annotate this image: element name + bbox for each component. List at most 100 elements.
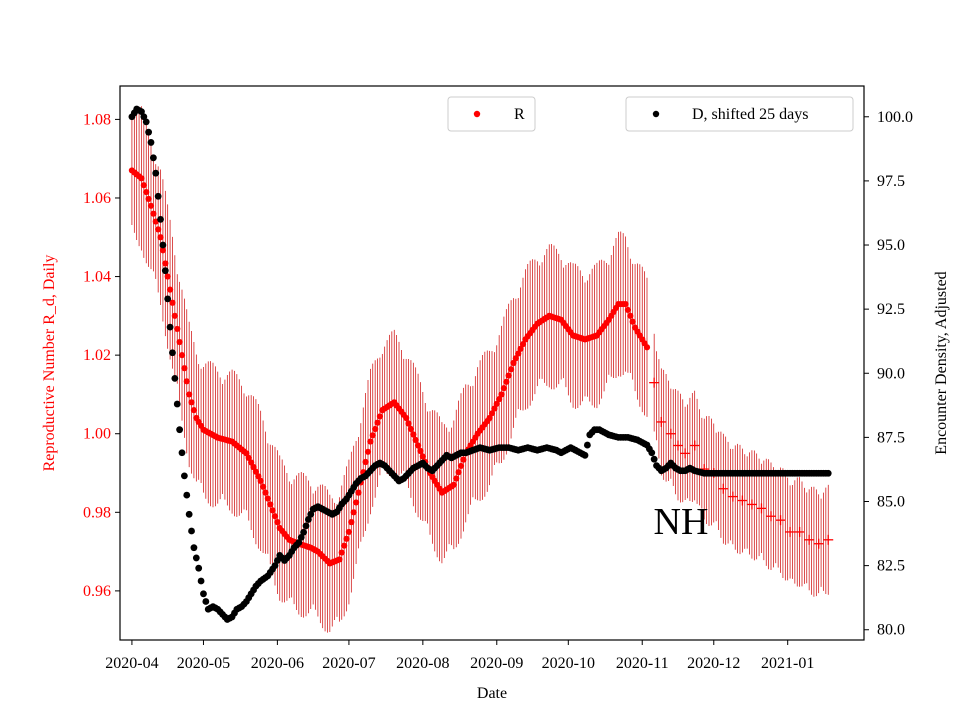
d-point [202, 598, 210, 605]
x-tick-label: 2021-01 [761, 655, 814, 672]
x-tick-label: 2020-06 [251, 655, 304, 672]
r-point [417, 447, 424, 455]
y-right-tick-label: 87.5 [877, 429, 905, 446]
d-point [583, 441, 591, 449]
d-point [140, 113, 148, 121]
r-point [412, 436, 419, 444]
r-point [488, 410, 496, 417]
r-point [341, 542, 348, 549]
r-projected-point [727, 491, 738, 502]
x-axis-label: Date [477, 685, 507, 702]
d-point [166, 323, 174, 331]
d-point [302, 522, 310, 530]
d-point [171, 374, 179, 382]
y-right-tick-label: 90.0 [877, 365, 905, 382]
d-point [149, 154, 157, 162]
r-point [457, 462, 465, 470]
d-point [159, 241, 167, 249]
r-point [338, 549, 345, 556]
d-point [650, 455, 658, 463]
r-point [164, 273, 171, 280]
r-point [517, 345, 524, 352]
r-point [343, 535, 350, 542]
y-right-tick-label: 100.0 [877, 109, 913, 126]
x-axis-ticks: 2020-04 2020-05 2020-06 2020-07 2020-08 2020-… [105, 640, 814, 672]
r-point [500, 385, 508, 392]
r-point [336, 556, 343, 563]
r-projected-point [804, 534, 815, 545]
r-point [352, 499, 360, 506]
r-point [345, 528, 353, 536]
x-tick-label: 2020-11 [616, 655, 669, 672]
r-point [143, 188, 150, 196]
d-point [648, 449, 656, 457]
r-point [159, 247, 167, 254]
legend-r-label: R [514, 106, 525, 123]
region-annotation: NH [654, 501, 709, 543]
r-projected-point [656, 416, 667, 427]
d-point [192, 554, 200, 562]
x-tick-label: 2020-07 [322, 655, 375, 672]
y-right-tick-label: 92.5 [877, 301, 905, 318]
r-point [512, 355, 519, 362]
y-left-tick-label: 1.00 [83, 426, 111, 443]
r-point [169, 299, 176, 306]
d-point [147, 139, 155, 146]
y-axis-left-ticks: 0.96 0.98 1.00 1.02 1.04 1.06 1.08 [83, 111, 120, 600]
r-point [145, 195, 152, 203]
r-point [243, 450, 250, 457]
d-point [307, 510, 315, 518]
r-point [450, 481, 457, 488]
legend-r-marker [473, 110, 481, 118]
r-point [264, 495, 271, 502]
r-projected-point [766, 511, 776, 522]
y-right-tick-label: 82.5 [877, 558, 905, 575]
d-point [176, 426, 184, 434]
d-point [188, 527, 195, 535]
r-point [505, 372, 512, 379]
d-series-layer [128, 105, 832, 623]
y-left-tick-label: 0.98 [83, 504, 111, 521]
d-point [169, 349, 176, 357]
r-point [455, 469, 462, 476]
y-axis-right-ticks: 80.0 82.5 85.0 87.5 90.0 92.5 95.0 97.5 100.0 [864, 109, 913, 639]
legend-d-marker [652, 110, 660, 118]
r-point [257, 477, 264, 484]
r-point [503, 378, 510, 385]
r-point [176, 338, 183, 346]
r-point [245, 454, 252, 462]
y-right-tick-label: 97.5 [877, 173, 905, 190]
r-projected-point [775, 515, 786, 526]
r-point [629, 318, 636, 325]
r-point [460, 456, 467, 463]
y-left-tick-label: 0.96 [83, 583, 111, 600]
r-point [362, 458, 369, 466]
d-point [138, 108, 145, 116]
r-point [138, 175, 145, 182]
r-point [496, 396, 503, 403]
r-point [453, 475, 460, 482]
r-point [414, 442, 422, 449]
r-series-layer [128, 167, 651, 567]
r-point [624, 306, 632, 314]
r-point [269, 507, 276, 514]
y-right-tick-label: 85.0 [877, 494, 905, 511]
legend-d-label: D, shifted 25 days [692, 106, 808, 123]
x-tick-label: 2020-05 [177, 655, 230, 672]
r-point [519, 341, 527, 348]
d-point [824, 469, 832, 477]
r-point [367, 438, 374, 445]
r-point [622, 300, 629, 308]
r-point [410, 431, 417, 438]
d-point [164, 295, 172, 303]
r-point [372, 425, 379, 433]
r-point [166, 286, 174, 293]
r-point [493, 400, 500, 407]
d-point [295, 539, 303, 546]
plot-frame [119, 85, 865, 641]
r-point [274, 519, 281, 526]
r-point [181, 365, 188, 372]
legend-d-box [625, 96, 854, 132]
r-point [407, 425, 415, 433]
r-point [255, 473, 262, 480]
